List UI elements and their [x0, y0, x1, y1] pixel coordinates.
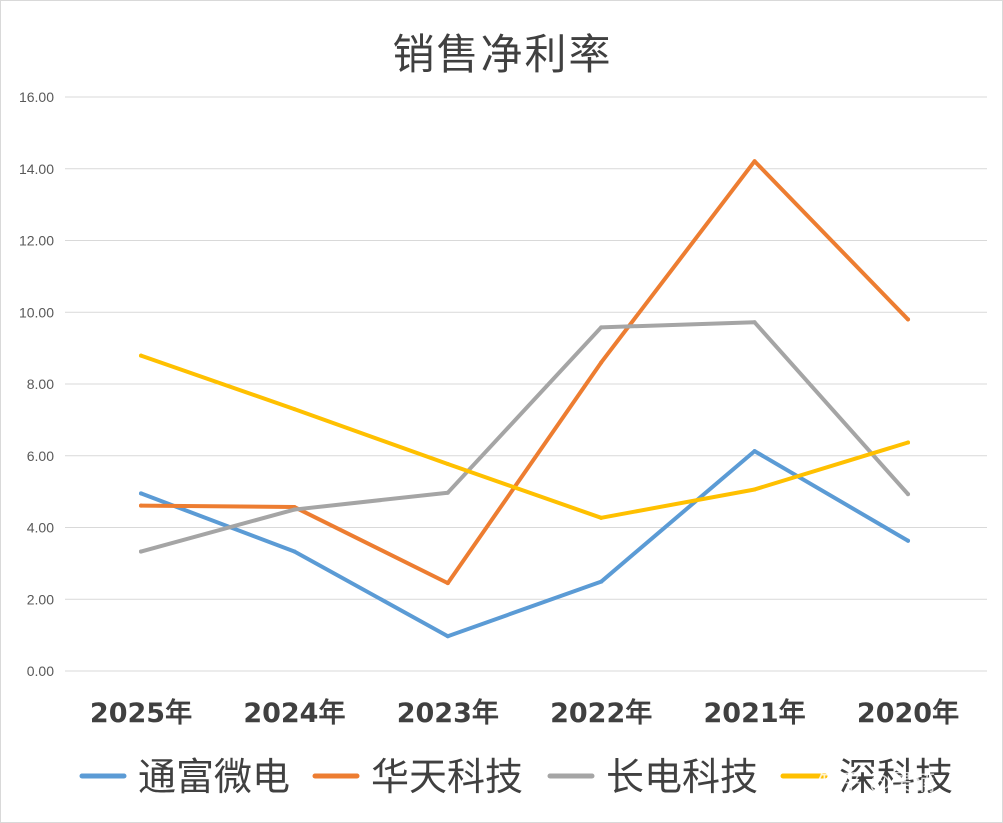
data-point	[139, 549, 143, 554]
x-tick-label: 2022年	[550, 697, 652, 729]
data-point	[445, 581, 450, 586]
data-point	[906, 538, 910, 543]
data-point	[445, 462, 450, 467]
y-tick-label: 16.00	[19, 89, 54, 105]
series-line-2	[139, 159, 910, 586]
legend-label: 通富微电	[138, 755, 290, 799]
data-point	[139, 503, 143, 508]
series-line-3	[139, 320, 910, 554]
y-tick-label: 10.00	[19, 304, 54, 320]
data-point	[599, 325, 604, 330]
data-point	[292, 549, 297, 554]
y-tick-label: 8.00	[27, 376, 54, 392]
x-tick-label: 2024年	[243, 697, 345, 729]
y-tick-label: 2.00	[27, 591, 54, 607]
legend-label: 华天科技	[371, 755, 523, 799]
x-tick-label: 2023年	[397, 697, 499, 729]
data-point	[445, 490, 450, 495]
data-point	[139, 491, 143, 496]
legend-label: 深科技	[839, 755, 953, 799]
data-point	[599, 515, 604, 520]
y-tick-label: 6.00	[27, 448, 54, 464]
y-tick-label: 12.00	[19, 233, 54, 249]
data-point	[752, 159, 757, 164]
watermark-text: 知乎 @昊楠	[818, 771, 935, 796]
data-point	[752, 449, 757, 454]
y-tick-label: 4.00	[27, 520, 54, 536]
data-point	[599, 579, 604, 584]
data-point	[906, 440, 910, 445]
data-point	[752, 320, 757, 325]
data-point	[139, 353, 143, 358]
chart-title: 销售净利率	[392, 30, 613, 79]
data-point	[752, 487, 757, 492]
series-line-1	[139, 449, 910, 639]
data-point	[292, 407, 297, 412]
data-point	[445, 634, 450, 639]
y-tick-label: 0.00	[27, 663, 54, 679]
data-point	[906, 492, 910, 497]
data-point	[599, 360, 604, 365]
y-tick-label: 14.00	[19, 161, 54, 177]
data-point	[906, 317, 910, 322]
x-tick-label: 2020年	[857, 697, 959, 729]
legend-label: 长电科技	[606, 755, 758, 799]
data-point	[292, 507, 297, 512]
series-line-4	[139, 353, 910, 520]
x-tick-label: 2025年	[90, 697, 192, 729]
x-tick-label: 2021年	[704, 697, 806, 729]
